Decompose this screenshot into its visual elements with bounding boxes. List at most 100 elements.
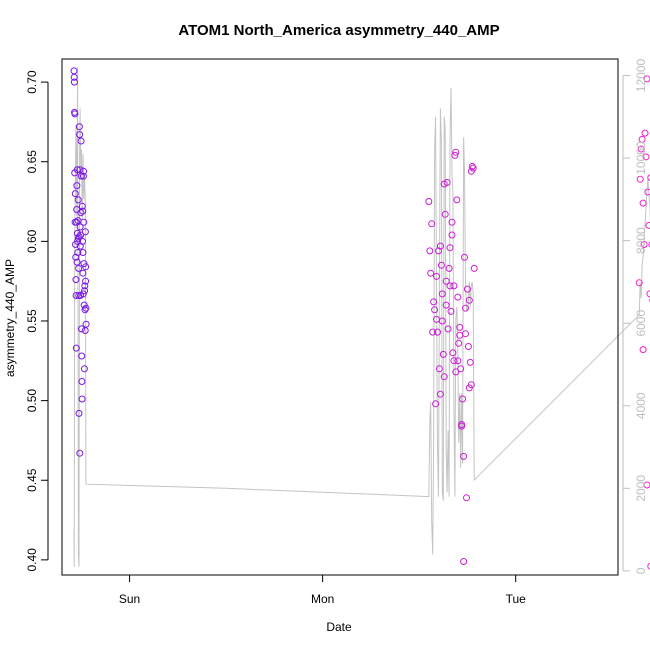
data-point <box>82 320 90 328</box>
data-point <box>448 218 456 226</box>
y-axis: 0.40 0.45 0.50 0.55 0.60 0.65 0.70 <box>25 70 49 572</box>
data-point <box>82 263 90 271</box>
right-y-tick-label: 6000 <box>634 310 648 337</box>
data-point <box>433 315 440 323</box>
data-point <box>453 196 461 204</box>
data-point <box>73 218 80 226</box>
data-point <box>463 285 471 293</box>
data-point <box>74 196 82 204</box>
data-point <box>468 163 476 170</box>
data-point <box>74 249 82 256</box>
data-point <box>70 73 78 81</box>
data-point <box>72 292 80 299</box>
data-point <box>77 137 85 145</box>
data-point <box>442 301 450 309</box>
data-point <box>81 282 89 290</box>
data-point <box>73 258 81 266</box>
data-point <box>647 174 650 182</box>
data-point <box>78 395 86 403</box>
data-point <box>451 151 459 159</box>
data-point <box>431 306 439 314</box>
chart-title: ATOM1 North_America asymmetry_440_AMP <box>178 22 499 39</box>
right-y-tick-label: 10000 <box>634 141 648 175</box>
data-point <box>450 357 458 365</box>
data-point <box>446 282 454 290</box>
data-point <box>75 264 83 272</box>
data-point <box>439 350 447 358</box>
data-point <box>637 145 645 153</box>
data-point <box>442 277 450 285</box>
data-point <box>440 373 448 381</box>
y-axis-label: asymmetry_440_AMP <box>3 259 17 377</box>
data-point <box>73 182 81 190</box>
data-point <box>77 209 85 217</box>
data-point <box>642 153 650 161</box>
right-y-tick-label: 0 <box>634 567 648 574</box>
right-axis-trace <box>73 67 650 567</box>
data-point <box>470 264 478 272</box>
data-point <box>81 287 89 295</box>
data-point <box>433 272 440 280</box>
data-point <box>438 290 446 298</box>
data-point <box>79 207 87 215</box>
data-point <box>79 290 87 298</box>
data-point <box>640 241 648 248</box>
data-point <box>77 231 85 239</box>
data-points <box>70 67 650 570</box>
right-axis-trace-line <box>73 67 650 567</box>
data-point <box>76 223 84 231</box>
plot-area-border <box>61 58 619 576</box>
data-point <box>464 343 472 350</box>
data-point <box>432 400 440 408</box>
x-tick-label: Sun <box>119 592 140 606</box>
data-point <box>70 67 78 75</box>
data-point <box>80 167 88 175</box>
data-point <box>463 494 470 502</box>
data-point <box>441 210 449 218</box>
data-point <box>426 247 434 255</box>
x-tick-label: Tue <box>506 592 527 606</box>
data-point <box>458 422 466 430</box>
data-point <box>639 199 647 207</box>
data-point <box>641 129 649 137</box>
data-point <box>429 328 437 336</box>
data-point <box>456 323 464 331</box>
data-point <box>465 296 473 304</box>
x-axis-label: Date <box>326 620 352 634</box>
data-point <box>78 202 86 210</box>
data-point <box>639 346 647 354</box>
y-tick-label: 0.55 <box>25 309 39 333</box>
data-point <box>72 344 80 352</box>
data-point <box>428 220 436 228</box>
y-tick-label: 0.70 <box>25 70 39 94</box>
data-point <box>79 237 86 245</box>
data-point <box>459 395 467 403</box>
x-axis: Sun Mon Tue <box>119 574 527 606</box>
data-point <box>82 304 90 312</box>
data-point <box>79 172 87 180</box>
data-point <box>447 307 455 315</box>
y-tick-label: 0.40 <box>25 548 39 572</box>
data-point <box>443 178 451 186</box>
data-point <box>648 241 650 248</box>
data-point <box>81 228 89 236</box>
data-point <box>82 277 90 285</box>
data-point <box>467 167 475 175</box>
y-tick-label: 0.50 <box>25 389 39 413</box>
right-y-axis: 0 2000 4000 6000 8000 10000 12000 <box>622 59 648 574</box>
data-point <box>76 131 84 139</box>
data-point <box>644 188 650 196</box>
data-point <box>444 325 452 333</box>
data-point <box>78 352 86 360</box>
data-point <box>436 390 444 398</box>
data-point <box>71 110 79 118</box>
data-point <box>465 384 473 392</box>
data-point <box>450 282 458 290</box>
right-y-tick-label: 4000 <box>634 392 648 419</box>
data-point <box>435 247 442 255</box>
data-point <box>78 325 85 333</box>
data-point <box>466 358 474 366</box>
data-point <box>643 75 650 83</box>
data-point <box>76 449 84 457</box>
